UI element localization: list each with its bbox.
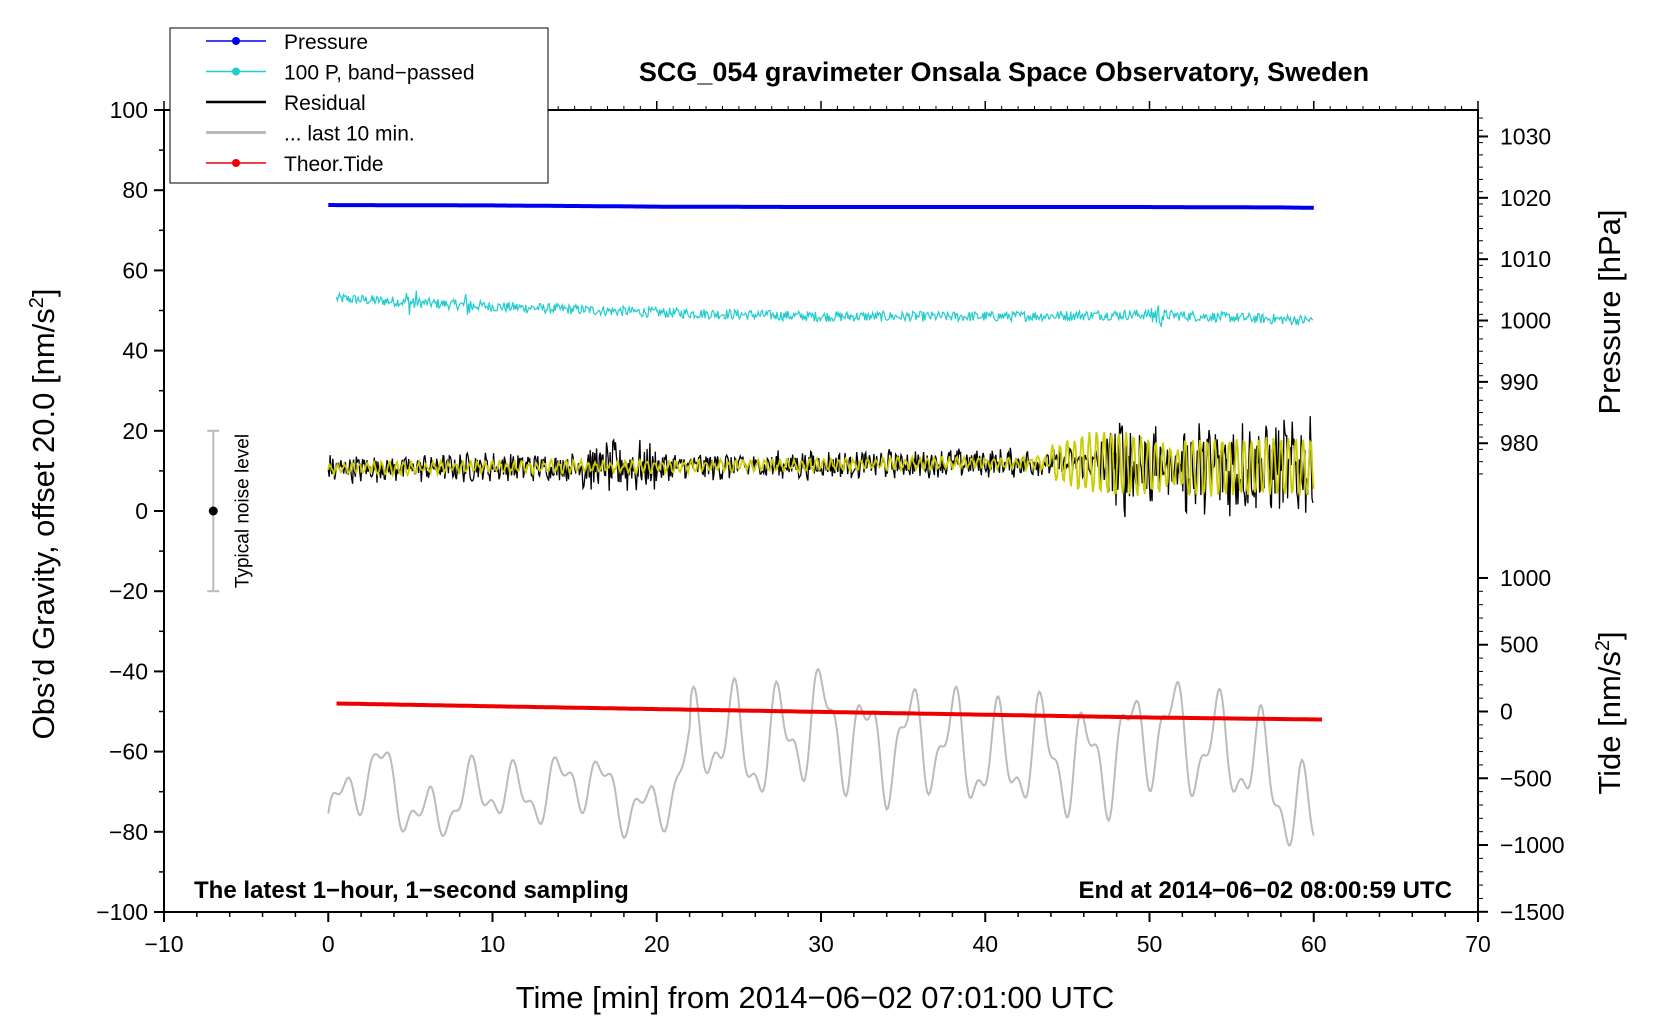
plot-area	[163, 109, 1479, 913]
annotation-end-time: End at 2014−06−02 08:00:59 UTC	[1078, 877, 1452, 904]
chart-title: SCG_054 gravimeter Onsala Space Observat…	[639, 57, 1369, 87]
tide-tick-label: −1000	[1500, 832, 1565, 858]
y-tick-label: 40	[122, 338, 148, 364]
pressure-tick-label: 980	[1500, 430, 1538, 456]
y-axis-title: Obs’d Gravity, offset 20.0 [nm/s2]	[26, 288, 61, 739]
series-theoretical-tide	[336, 701, 1322, 722]
pressure-axis-ticks: 980 990 1000 1010 1020 1030	[1478, 117, 1551, 475]
y-tick-label: 80	[122, 177, 148, 203]
noise-bar-center-dot	[208, 506, 218, 516]
x-tick-label: 30	[808, 931, 834, 957]
legend: Pressure 100 P, band−passed Residual ... la…	[169, 27, 549, 184]
legend-swatch-marker	[232, 159, 240, 167]
legend-label: ... last 10 min.	[284, 123, 415, 146]
x-tick-label: 10	[480, 931, 506, 957]
legend-swatch-marker	[232, 67, 240, 76]
tide-axis-ticks: −1500 −1000 −500 0 500 1000	[1478, 565, 1565, 925]
legend-box	[169, 27, 549, 184]
x-tick-label: 0	[322, 931, 335, 957]
tide-tick-label: 1000	[1500, 565, 1551, 591]
y-tick-label: −100	[96, 899, 148, 925]
series-last-10-min	[327, 667, 1315, 847]
pressure-tick-label: 1030	[1500, 123, 1551, 149]
x-tick-label: 60	[1301, 931, 1327, 957]
pressure-axis-title: Pressure [hPa]	[1592, 209, 1627, 414]
legend-swatch-marker	[232, 37, 240, 45]
legend-label: Pressure	[284, 31, 368, 54]
y-tick-label: 60	[122, 257, 148, 283]
x-axis-ticks: −10 0 10 20 30 40 50 60 70	[144, 101, 1491, 957]
series-layer	[327, 203, 1322, 847]
x-tick-label: 50	[1137, 931, 1163, 957]
series-residual-smoothed	[327, 431, 1315, 497]
y-tick-label: −40	[109, 658, 148, 684]
y-axis-ticks: −100 −80 −60 −40 −20 0 20 40 60 80 100	[96, 97, 164, 925]
y-tick-label: −60	[109, 739, 148, 765]
y-tick-label: −80	[109, 819, 148, 845]
y-tick-label: −20	[109, 578, 148, 604]
noise-level-label: Typical noise level	[232, 434, 253, 588]
noise-level-indicator: Typical noise level	[207, 429, 253, 593]
annotation-sampling: The latest 1−hour, 1−second sampling	[194, 877, 629, 904]
legend-label: Residual	[284, 92, 366, 115]
pressure-tick-label: 1000	[1500, 308, 1551, 334]
y-tick-label: 100	[110, 97, 148, 123]
tide-tick-label: 0	[1500, 699, 1513, 725]
tide-tick-label: −1500	[1500, 899, 1565, 925]
series-residual	[327, 416, 1314, 518]
x-tick-label: 40	[972, 931, 998, 957]
legend-label: Theor.Tide	[284, 153, 384, 176]
x-tick-label: 20	[644, 931, 670, 957]
tide-axis-title: Tide [nm/s2]	[1592, 631, 1627, 794]
y-tick-label: 0	[135, 498, 148, 524]
pressure-tick-label: 990	[1500, 369, 1538, 395]
x-tick-label: −10	[144, 931, 183, 957]
x-tick-label: 70	[1465, 931, 1491, 957]
tide-tick-label: 500	[1500, 632, 1538, 658]
series-pressure	[328, 203, 1314, 210]
series-band-passed-pressure	[335, 290, 1314, 328]
pressure-tick-label: 1020	[1500, 185, 1551, 211]
tide-tick-label: −500	[1500, 765, 1552, 791]
x-axis-title: Time [min] from 2014−06−02 07:01:00 UTC	[516, 980, 1115, 1015]
y-tick-label: 20	[122, 418, 148, 444]
pressure-tick-label: 1010	[1500, 246, 1551, 272]
legend-label: 100 P, band−passed	[284, 62, 475, 85]
